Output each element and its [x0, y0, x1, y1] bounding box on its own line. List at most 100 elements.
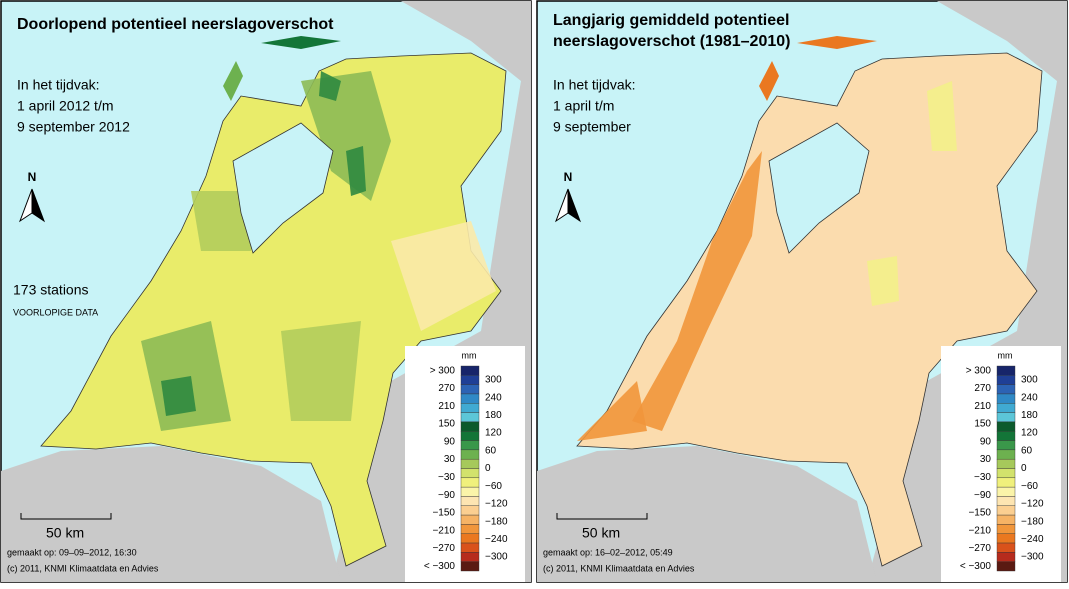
legend-swatch: [996, 403, 1016, 413]
legend-label: 270: [974, 383, 991, 394]
legend-swatch: [996, 496, 1016, 506]
legend-label: −60: [1021, 481, 1038, 492]
legend-swatch: [460, 421, 480, 432]
legend-label: −300: [1021, 552, 1044, 563]
legend-label: 0: [485, 463, 491, 474]
legend-label: 240: [1021, 392, 1038, 403]
legend-label: > 300: [430, 365, 456, 376]
field-area: [632, 151, 762, 431]
legend-label: 90: [980, 436, 992, 447]
legend-swatch: [996, 421, 1016, 432]
legend-swatch: [996, 468, 1016, 479]
legend-label: −150: [968, 508, 991, 519]
field-area: [141, 321, 231, 431]
legend-swatch: [460, 458, 480, 469]
legend-swatch: [460, 524, 480, 534]
period-text: 9 september: [553, 119, 631, 135]
netherlands: [40, 52, 507, 567]
legend-swatch: [460, 468, 480, 479]
field-area: [319, 71, 341, 101]
period-text: In het tijdvak:: [17, 77, 100, 93]
legend-label: −210: [432, 525, 455, 536]
legend-swatch: [996, 477, 1016, 488]
legend-swatch: [460, 552, 480, 562]
legend-swatch: [996, 431, 1016, 441]
wadden-island: [223, 61, 243, 101]
legend-label: −240: [1021, 534, 1044, 545]
legend-swatch: [460, 431, 480, 441]
panel-title: neerslagoverschot (1981–2010): [553, 33, 790, 50]
legend-label: 210: [438, 401, 455, 412]
neighbour-land: [1, 446, 341, 582]
legend-swatch: [996, 365, 1016, 376]
legend-label: 90: [444, 436, 456, 447]
legend-label: 60: [1021, 445, 1033, 456]
legend-label: 0: [1021, 463, 1027, 474]
legend-swatch: [460, 477, 480, 488]
legend-label: 150: [438, 419, 455, 430]
legend-swatch: [460, 505, 480, 516]
legend-label: 210: [974, 401, 991, 412]
field-area: [927, 81, 957, 151]
legend-label: −30: [438, 472, 455, 483]
field-area: [867, 256, 899, 306]
legend-label: −120: [485, 499, 508, 510]
copyright: (c) 2011, KNMI Klimaatdata en Advies: [7, 563, 159, 573]
legend-swatch: [996, 524, 1016, 534]
period-text: 1 april 2012 t/m: [17, 98, 114, 114]
period-text: 9 september 2012: [17, 119, 130, 135]
legend-swatch: [460, 403, 480, 413]
legend-unit: mm: [998, 350, 1013, 360]
legend-label: −300: [485, 552, 508, 563]
legend-swatch: [996, 393, 1016, 404]
legend-label: −90: [974, 490, 991, 501]
scale-bar: [20, 513, 112, 520]
legend-label: 30: [980, 454, 992, 465]
field-area: [161, 376, 196, 416]
field-area: [301, 71, 391, 201]
legend-label: 30: [444, 454, 456, 465]
made-date: gemaakt op: 16–02–2012, 05:49: [543, 547, 673, 557]
map-panel: Langjarig gemiddeld potentieel neerslagov…: [536, 0, 1068, 583]
legend-label: −180: [1021, 516, 1044, 527]
legend-swatch: [460, 393, 480, 404]
legend-label: −270: [968, 543, 991, 554]
legend-unit: mm: [462, 350, 477, 360]
scale-label: 50 km: [582, 525, 620, 541]
legend-label: −60: [485, 481, 502, 492]
copyright: (c) 2011, KNMI Klimaatdata en Advies: [543, 563, 695, 573]
north-arrow: [31, 188, 46, 223]
made-date: gemaakt op: 09–09–2012, 16:30: [7, 547, 137, 557]
legend-label: −240: [485, 534, 508, 545]
legend-swatch: [460, 449, 480, 460]
legend-label: 270: [438, 383, 455, 394]
legend-label: 240: [485, 392, 502, 403]
panel-title: Doorlopend potentieel neerslagoverschot: [17, 16, 334, 33]
legend-label: −90: [438, 490, 455, 501]
wadden-island: [261, 36, 341, 49]
north-label: N: [564, 170, 573, 184]
legend-label: −30: [974, 472, 991, 483]
wadden-island: [797, 36, 877, 49]
neighbour-land: [537, 446, 877, 582]
legend-label: 150: [974, 419, 991, 430]
legend-swatch: [996, 384, 1016, 395]
scale-label: 50 km: [46, 525, 84, 541]
legend-label: 300: [485, 375, 502, 386]
legend-swatch: [460, 486, 480, 497]
legend-swatch: [460, 384, 480, 395]
legend-swatch: [460, 412, 480, 423]
legend-swatch: [460, 533, 480, 544]
panel-title: Langjarig gemiddeld potentieel: [553, 12, 789, 29]
legend-label: −270: [432, 543, 455, 554]
north-label: N: [28, 170, 37, 184]
legend-swatch: [996, 449, 1016, 460]
legend-swatch: [460, 496, 480, 506]
legend-swatch: [996, 375, 1016, 385]
legend-label: 120: [485, 428, 502, 439]
legend-swatch: [996, 542, 1016, 553]
legend-label: 120: [1021, 428, 1038, 439]
wadden-island: [759, 61, 779, 101]
legend-label: < −300: [424, 561, 456, 572]
legend-label: −210: [968, 525, 991, 536]
